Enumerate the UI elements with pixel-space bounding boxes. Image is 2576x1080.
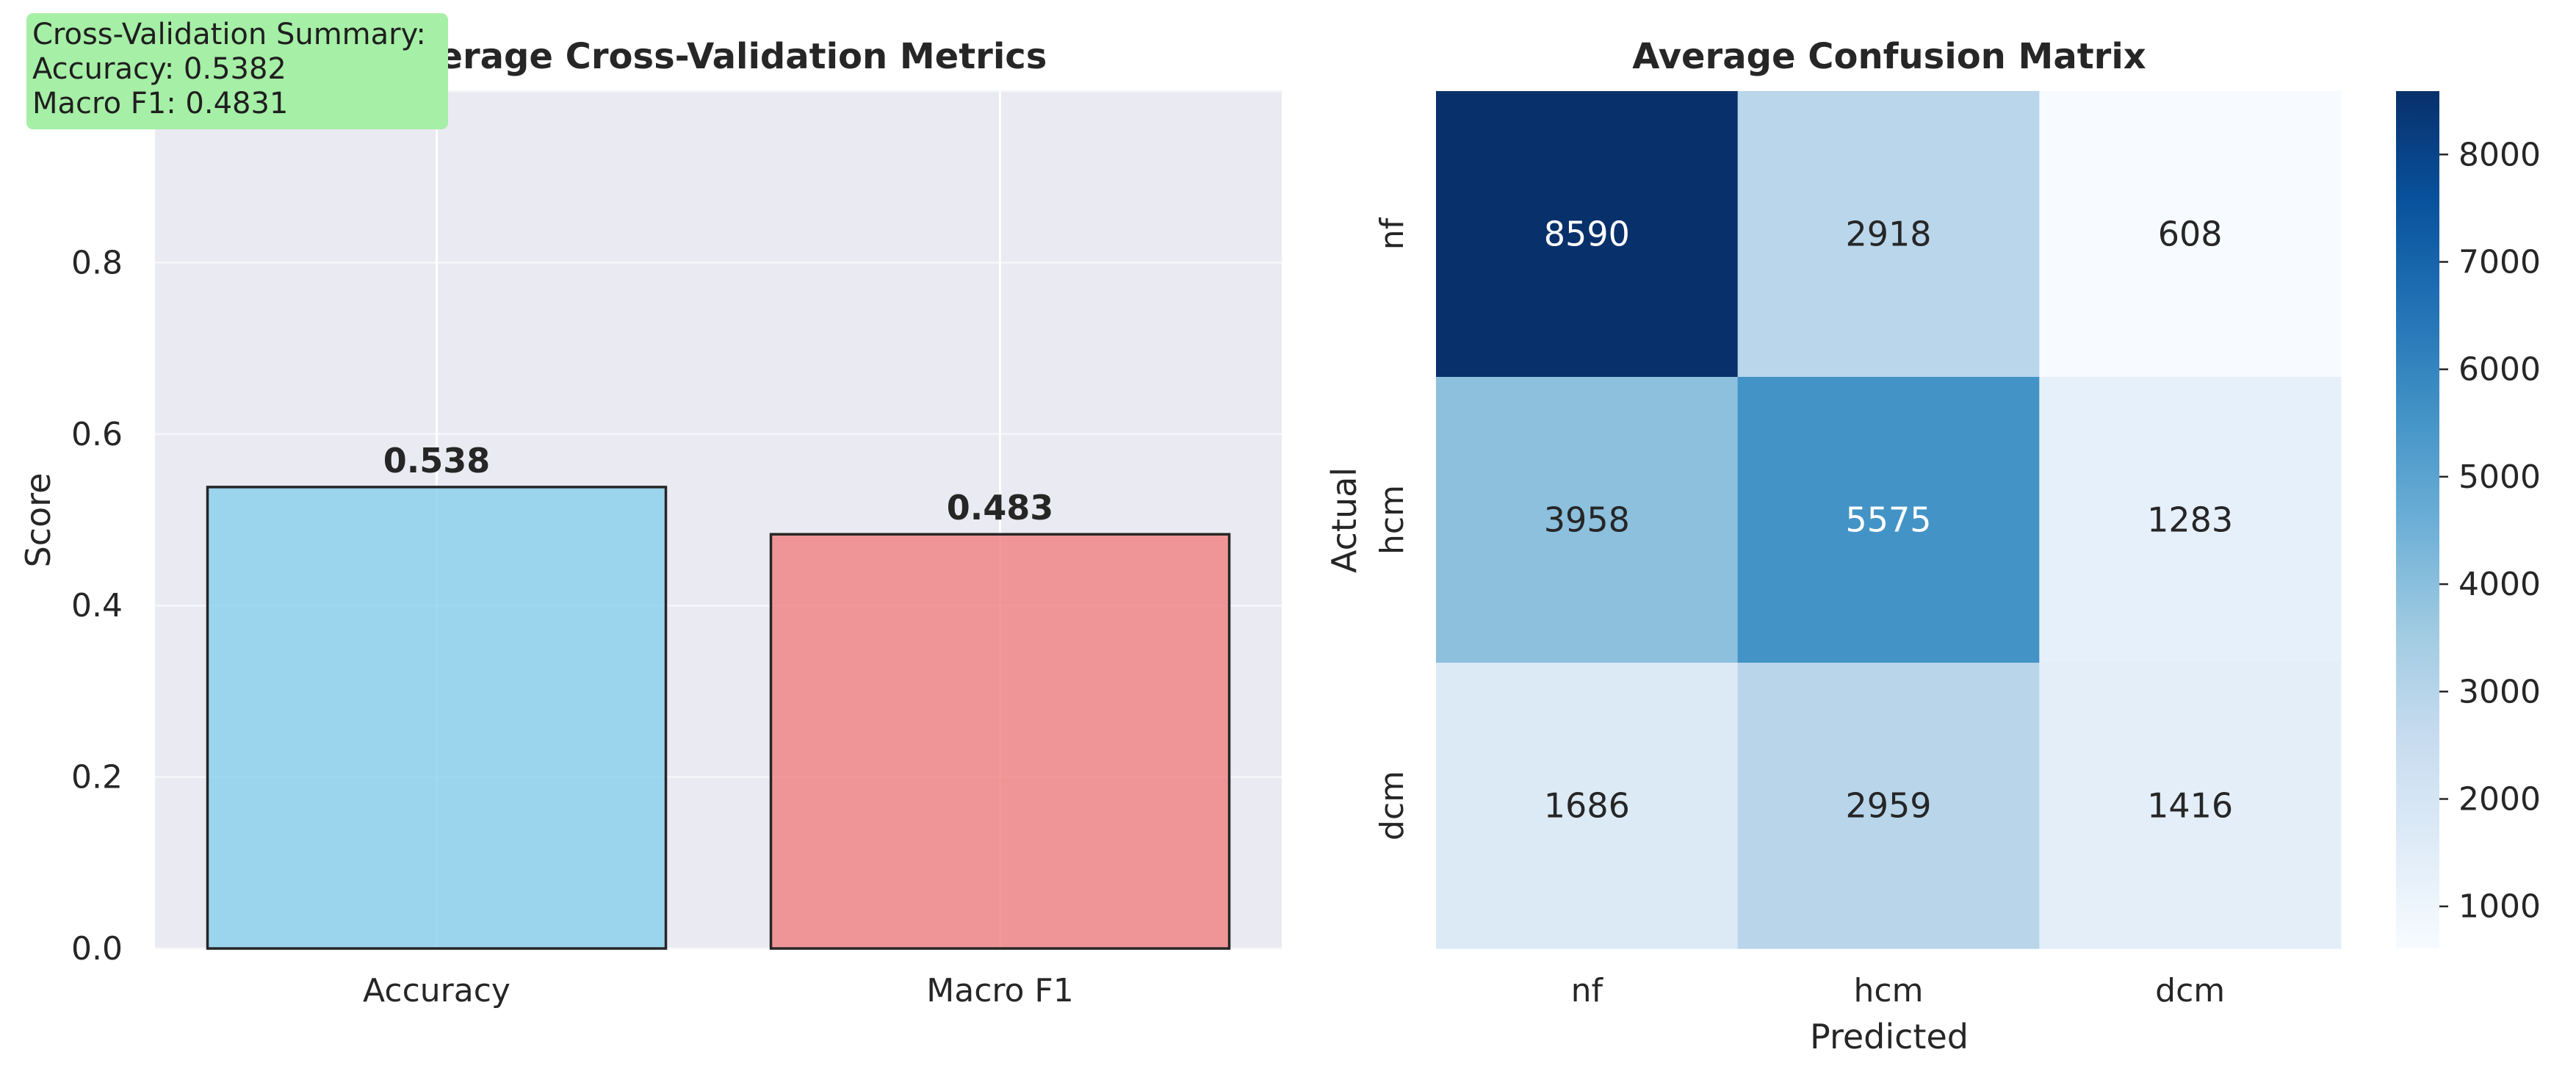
heatmap-ytick-label: dcm	[1374, 771, 1411, 840]
summary-line-accuracy: Accuracy: 0.5382	[32, 52, 286, 86]
bar-xticks: Accuracy Macro F1	[363, 972, 1074, 1009]
heatmap-cell	[1436, 377, 1739, 663]
heatmap-cell-label: 2959	[1845, 786, 1931, 826]
colorbar-tick-label: 5000	[2458, 458, 2541, 496]
heatmap-x-axis-label: Predicted	[1810, 1017, 1969, 1056]
heatmap-xtick-label: nf	[1571, 972, 1604, 1009]
colorbar-ticks: 1000 2000 3000 4000 5000 6000 7000 8000	[2439, 136, 2541, 926]
summary-annotation-box: Cross-Validation Summary: Accuracy: 0.53…	[26, 13, 448, 129]
bar-macro-f1	[769, 533, 1231, 950]
heatmap-cell	[2039, 91, 2342, 378]
bar-marks: 0.538 0.483	[206, 441, 1231, 950]
heatmap-cell-label: 2918	[1845, 215, 1931, 254]
bar-ytick-label: 0.4	[71, 587, 123, 624]
bar-ytick-label: 0.8	[71, 244, 123, 281]
colorbar-tick-label: 4000	[2458, 566, 2541, 603]
heatmap-xtick-label: hcm	[1854, 972, 1924, 1009]
heatmap-cell	[1737, 663, 2040, 949]
summary-line-macro-f1: Macro F1: 0.4831	[32, 87, 289, 120]
colorbar-tick-label: 6000	[2458, 351, 2541, 389]
colorbar-tick-label: 7000	[2458, 243, 2541, 281]
heatmap-ytick-label: hcm	[1374, 485, 1411, 555]
bar-ytick-label: 0.6	[71, 416, 123, 453]
heatmap-y-axis-label: Actual	[1324, 467, 1364, 573]
bar-chart-title: Average Cross-Validation Metrics	[390, 36, 1047, 77]
bar-ytick-label: 0.0	[71, 930, 123, 968]
heatmap-chart: 8590 2918 608 3958 5575 1283 1686 2959 1416 nf hc…	[1324, 36, 2541, 1056]
heatmap-cell	[1737, 91, 2040, 378]
heatmap-yticks: nf hcm dcm	[1374, 217, 1411, 840]
heatmap-cell-label: 1283	[2147, 500, 2233, 540]
bar-y-axis-label: Score	[18, 473, 58, 568]
heatmap-xtick-label: dcm	[2155, 972, 2225, 1009]
bar-data-label: 0.538	[383, 441, 491, 480]
heatmap-cell-label: 1686	[1544, 786, 1630, 826]
colorbar-tick-label: 1000	[2458, 888, 2541, 926]
heatmap-cell	[2039, 663, 2342, 949]
heatmap-cell-label: 8590	[1544, 215, 1630, 254]
heatmap-cell	[1737, 377, 2040, 663]
heatmap-cell	[2039, 377, 2342, 663]
heatmap-cell-label: 1416	[2147, 786, 2233, 826]
colorbar-tick-label: 2000	[2458, 780, 2541, 818]
heatmap-cell	[1436, 91, 1739, 378]
colorbar	[2396, 91, 2439, 948]
heatmap-cells	[1436, 91, 2342, 949]
colorbar-tick-label: 8000	[2458, 136, 2541, 173]
heatmap-title: Average Confusion Matrix	[1632, 36, 2146, 77]
summary-line-title: Cross-Validation Summary:	[32, 18, 426, 51]
heatmap-xticks: nf hcm dcm	[1571, 972, 2226, 1009]
bar-ytick-label: 0.2	[71, 759, 123, 796]
heatmap-cell	[1436, 663, 1739, 949]
bar-xtick-label: Accuracy	[363, 972, 510, 1009]
bar-accuracy	[206, 486, 668, 950]
bar-xtick-label: Macro F1	[926, 972, 1073, 1009]
bar-yticks: 0.00.20.40.60.81.0	[71, 73, 123, 968]
bar-data-label: 0.483	[947, 488, 1054, 528]
heatmap-cell-label: 5575	[1845, 500, 1931, 540]
heatmap-cell-label: 608	[2158, 215, 2223, 254]
heatmap-cell-labels: 8590 2918 608 3958 5575 1283 1686 2959 1416	[1544, 215, 2233, 826]
heatmap-ytick-label: nf	[1374, 217, 1411, 250]
heatmap-cell-label: 3958	[1544, 500, 1630, 540]
colorbar-tick-label: 3000	[2458, 673, 2541, 710]
